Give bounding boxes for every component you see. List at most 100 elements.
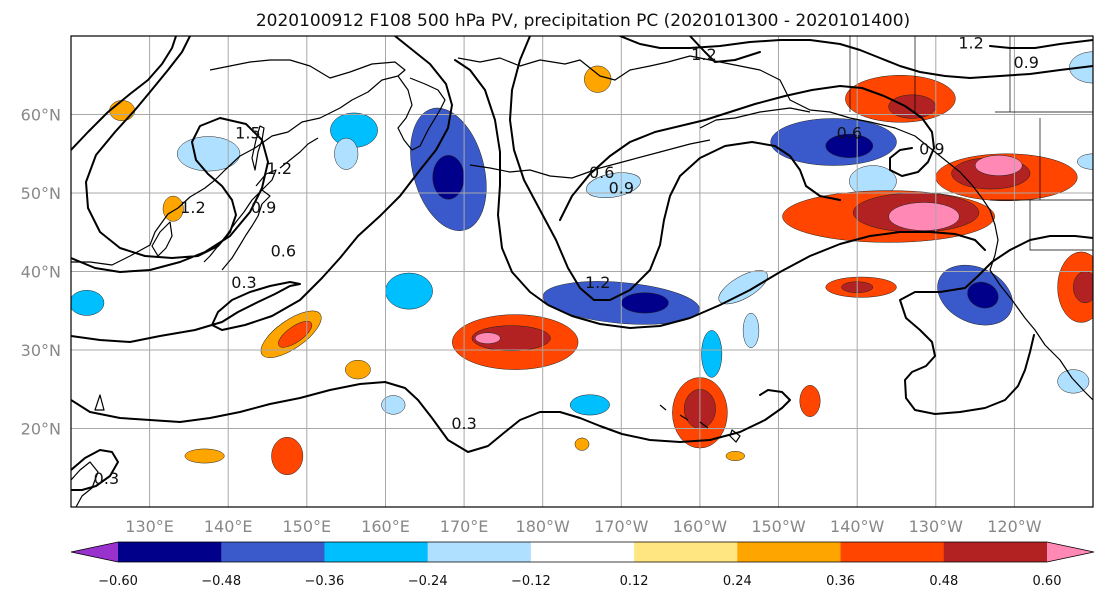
x-tick-label: 140°E [204,517,253,536]
colorbar-segment-7 [840,542,945,562]
latitude-ticks: 20°N 30°N 40°N 50°N 60°N [21,106,61,439]
pv-contour-northeast [989,39,1093,49]
colorbar-extend-low [71,542,118,562]
precip-anomaly-8 [967,281,999,309]
coastline-chukotka-alaska [457,55,1093,401]
pv-contour-north-pacific-loop [559,85,935,221]
coastline-kurils-aleutians [279,137,711,179]
precip-anomaly-21 [1057,369,1090,394]
y-tick-label: 60°N [21,106,61,125]
precip-anomaly-35 [278,321,313,348]
coastline-sakhalin [251,125,265,171]
pv-contour-label: 0.3 [231,273,256,292]
precip-anomaly-17 [71,290,105,316]
pv-contour-dateline-trough [454,59,986,329]
pv-contour-label: 0.3 [451,414,476,433]
x-tick-label: 140°W [830,517,885,536]
coastlines [71,55,1093,507]
colorbar-tick-label: 0.12 [620,574,649,589]
colorbar-tick-label: −0.48 [201,574,241,589]
x-tick-label: 170°E [440,517,489,536]
coastline-philippines-taiwan [71,394,105,507]
precip-anomaly-6 [825,133,874,158]
pv-contour-north-alaska [689,36,761,63]
pv-contour-label: 0.9 [609,179,634,198]
colorbar-tick-label: 0.24 [723,574,752,589]
precip-anomaly-16 [381,395,406,415]
colorbar-tick-label: −0.36 [304,574,344,589]
precip-anomaly-4 [621,292,669,314]
pv-contour-label: 0.9 [919,139,944,158]
pv-contour-east-asia-ridge [71,36,453,343]
colorbar-tick-label: −0.12 [511,574,551,589]
pv-contour-alaska [619,36,1093,79]
x-tick-label: 160°E [361,517,410,536]
colorbar-tick-label: 0.48 [929,574,958,589]
precip-anomaly-25 [474,332,501,344]
x-tick-label: 180°W [516,517,571,536]
pv-contour-west-pacific-tropics [71,449,119,491]
precip-anomaly-11 [718,270,768,305]
pv-contours [71,36,1093,491]
x-tick-label: 130°E [125,517,174,536]
graticule [71,36,1093,507]
precip-anomaly-20 [334,137,359,170]
precip-anomaly-10 [585,172,641,199]
colorbar-segment-0 [118,542,222,562]
y-tick-label: 50°N [21,184,61,203]
pv-contour-mid-pacific-high [509,36,841,301]
precip-anomaly-42 [271,436,304,476]
colorbar-segment-5 [634,542,738,562]
precip-anomaly-43 [799,385,821,417]
precip-anomaly-28 [888,202,960,231]
pv-contour-central-pacific [71,381,791,453]
precip-anomaly-13 [701,330,723,378]
y-tick-label: 20°N [21,420,61,439]
x-tick-label: 150°E [282,517,331,536]
precip-anomaly-19 [176,136,241,172]
chart-title: 2020100912 F108 500 hPa PV, precipitatio… [256,11,910,31]
border-canada-us [849,36,1093,251]
precip-anomaly-50 [725,451,745,461]
pv-contour-west-trough [71,36,269,273]
precip-anomaly-14 [742,312,760,348]
colorbar-segment-1 [221,542,326,562]
precip-anomaly-49 [574,437,590,451]
pv-contour-label: 0.6 [837,124,862,143]
colorbar-segment-2 [324,542,429,562]
coastline-kamchatka [397,75,446,151]
pv-contour-label: 0.3 [94,469,119,488]
colorbar-extend-high [1047,542,1094,562]
coastline-gulf-of-alaska [699,107,811,129]
pv-contour-labels: 1.51.20.90.60.31.20.30.30.60.91.21.20.60… [94,36,1039,488]
precip-anomaly-48 [184,448,225,464]
pv-contour-eastern-pacific [899,235,1093,415]
colorbar-tick-label: −0.60 [98,574,138,589]
pv-contour-label: 0.6 [271,241,296,260]
colorbar-outline [70,541,1095,563]
pv-contour-label: 1.2 [180,198,205,217]
precip-anomaly-46 [109,100,135,122]
pv-contour-label: 0.9 [251,198,276,217]
pv-contour-label: 1.2 [585,273,610,292]
precip-anomaly-45 [162,195,184,222]
y-tick-label: 40°N [21,263,61,282]
pv-contour-label: 1.2 [267,159,292,178]
x-tick-label: 170°W [594,517,649,536]
precip-anomaly-24 [471,325,551,352]
pv-contour-northwest [71,36,177,151]
colorbar-tick-label: 0.60 [1033,574,1062,589]
pv-contour-label: 0.6 [589,163,614,182]
colorbar-tick-label: 0.36 [826,574,855,589]
pv-contour-label: 0.9 [1013,53,1038,72]
x-tick-label: 160°W [673,517,728,536]
colorbar: −0.60 −0.48 −0.36 −0.24 −0.12 0.12 0.24 0.36 0.4… [70,541,1095,589]
precip-anomaly-47 [345,359,371,380]
map-frame [70,35,1094,508]
longitude-ticks: 130°E 140°E 150°E 160°E 170°E 180°W 170°W 160°W… [125,517,1041,536]
x-tick-label: 150°W [751,517,806,536]
precip-anomaly-9 [385,272,433,310]
precip-anomaly-15 [569,394,610,416]
colorbar-segment-8 [943,542,1048,562]
